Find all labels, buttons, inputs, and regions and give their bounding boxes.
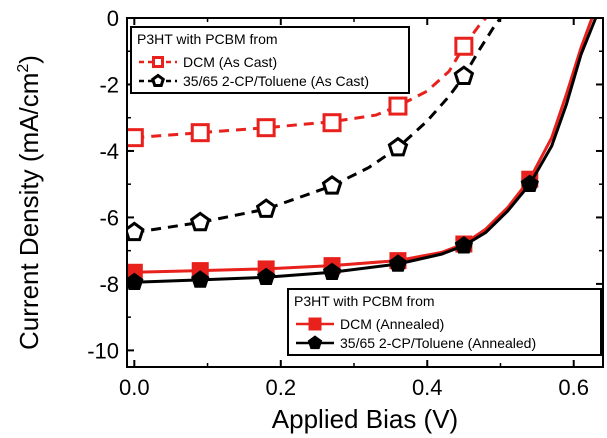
data-point xyxy=(255,198,277,218)
legend-entry-label: 35/65 2-CP/Toluene (As Cast) xyxy=(183,73,369,89)
data-point xyxy=(388,254,408,272)
data-point xyxy=(308,317,322,331)
series-layer xyxy=(127,17,598,291)
series-0 xyxy=(127,17,487,148)
data-point xyxy=(454,236,474,254)
y-tick-label: 0 xyxy=(107,6,119,31)
legend-layer: P3HT with PCBM from DCM (As Cast) 35/65 2-… xyxy=(130,26,602,356)
data-point xyxy=(151,73,165,87)
legend-title: P3HT with PCBM from xyxy=(294,293,435,309)
data-point xyxy=(256,267,276,286)
y-tick-label: -2 xyxy=(99,72,119,97)
series-3 xyxy=(127,17,598,291)
legend-box xyxy=(287,288,602,356)
data-point xyxy=(388,96,408,116)
x-tick-label: 0.2 xyxy=(265,375,296,400)
data-point xyxy=(189,211,211,232)
data-point xyxy=(453,65,475,85)
legend-title: P3HT with PCBM from xyxy=(137,31,278,47)
y-axis-title-superscript: 2 xyxy=(15,64,32,73)
legend-entry-label: 35/65 2-CP/Toluene (Annealed) xyxy=(340,335,536,351)
legend-entry-label: DCM (As Cast) xyxy=(183,54,277,70)
x-tick-label: 0.4 xyxy=(412,375,443,400)
y-tick-label: -4 xyxy=(99,139,119,164)
series-line xyxy=(134,17,598,284)
y-tick-label: -10 xyxy=(87,338,119,363)
data-point xyxy=(520,174,539,192)
legend-bottom-right: P3HT with PCBM from DCM (Annealed) 35/65 2… xyxy=(287,288,602,356)
y-tick-label: -8 xyxy=(99,272,119,297)
y-axis-title: Current Density (mA/cm2) xyxy=(14,55,44,350)
y-axis-title-close: ) xyxy=(14,55,44,64)
data-point xyxy=(454,36,474,56)
series-line xyxy=(134,17,594,274)
y-axis-title-main: Current Density (mA/cm xyxy=(14,73,44,350)
x-axis-title: Applied Bias (V) xyxy=(272,404,458,434)
data-point xyxy=(322,113,342,133)
data-point xyxy=(307,335,323,350)
data-point xyxy=(152,56,164,68)
x-tick-label: 0.0 xyxy=(119,375,150,400)
data-point xyxy=(190,123,210,143)
data-point xyxy=(191,270,210,288)
plot-frame xyxy=(126,17,604,368)
data-point xyxy=(321,174,343,195)
series-line xyxy=(134,17,502,234)
ticks-layer: 0.0 0.2 0.4 0.6 0 -2 -4 -6 -8 -10 xyxy=(87,6,603,400)
legend-top-left: P3HT with PCBM from DCM (As Cast) 35/65 2-… xyxy=(130,26,410,94)
y-tick-label: -6 xyxy=(99,205,119,230)
data-point xyxy=(387,136,409,157)
data-point xyxy=(256,118,276,138)
data-point xyxy=(322,262,342,281)
legend-entry-label: DCM (Annealed) xyxy=(340,316,444,332)
legend-box xyxy=(130,26,410,94)
x-tick-label: 0.6 xyxy=(558,375,589,400)
data-point xyxy=(127,128,144,148)
